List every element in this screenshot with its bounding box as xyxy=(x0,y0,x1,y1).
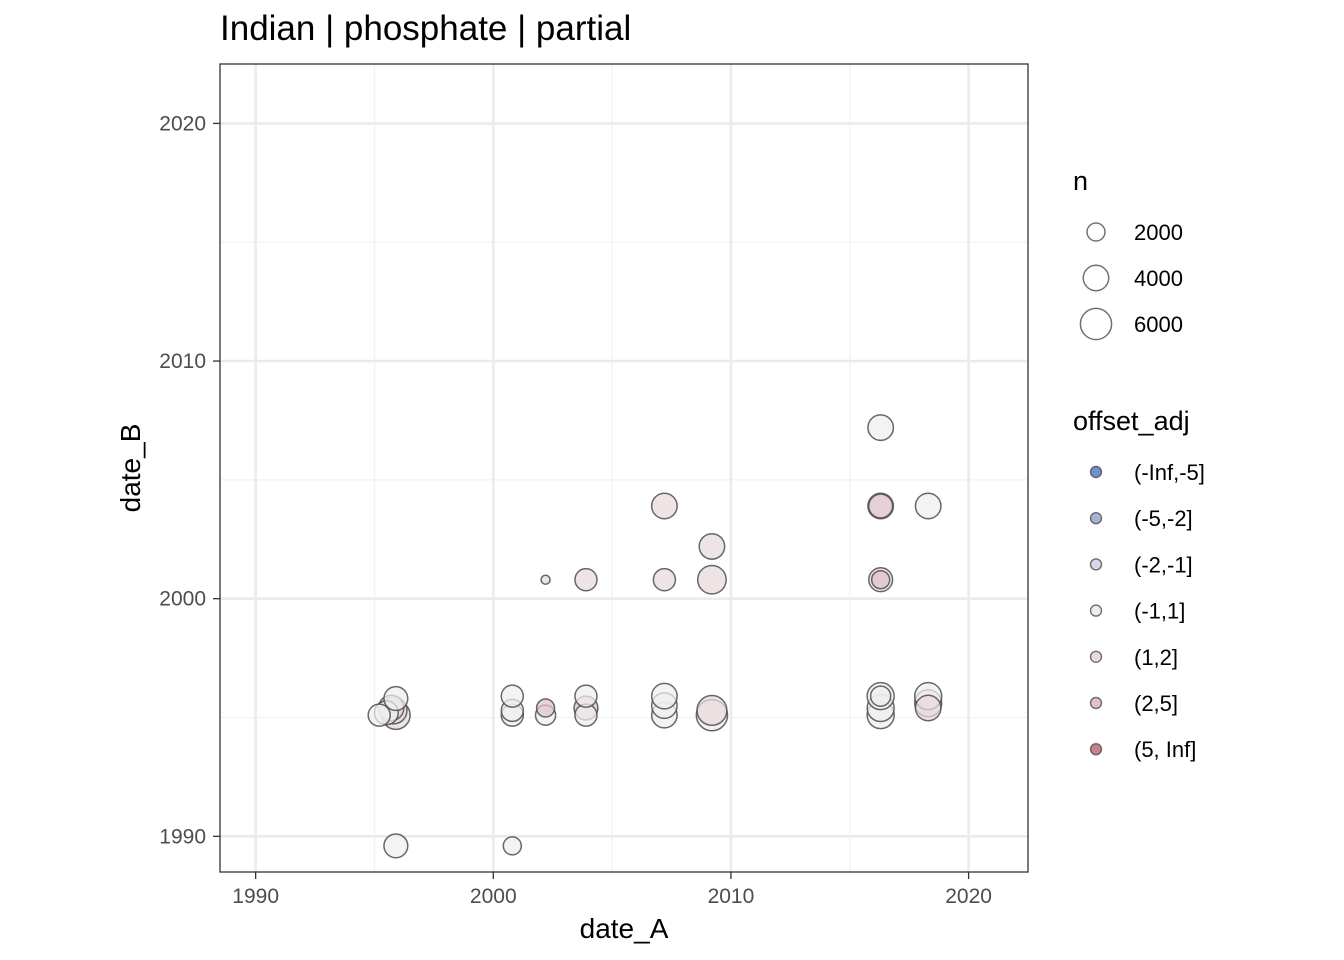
data-point xyxy=(867,414,895,442)
color-legend-key xyxy=(1089,512,1103,525)
color-legend-label: (-1,1] xyxy=(1134,599,1185,624)
data-point xyxy=(383,685,409,712)
data-point xyxy=(914,694,942,722)
x-axis-title: date_A xyxy=(580,913,669,944)
size-legend-title: n xyxy=(1073,166,1088,196)
data-point xyxy=(696,564,727,595)
data-point xyxy=(698,532,726,560)
size-legend-label: 6000 xyxy=(1134,312,1183,337)
data-point xyxy=(696,694,728,727)
color-legend-label: (2,5] xyxy=(1134,691,1178,716)
color-legend-key xyxy=(1089,696,1103,710)
color-legend: offset_adj (-Inf,-5] (-5,-2] (-2,-1] (-1,1]… xyxy=(1073,406,1205,762)
y-tick-label: 2010 xyxy=(159,350,206,373)
x-tick-label: 2020 xyxy=(945,885,992,908)
color-legend-key xyxy=(1089,743,1103,756)
size-legend-label: 2000 xyxy=(1134,220,1183,245)
data-point xyxy=(367,703,391,727)
color-legend-key xyxy=(1089,558,1103,571)
x-tick-label: 2000 xyxy=(470,885,517,908)
color-legend-title: offset_adj xyxy=(1073,406,1190,436)
data-point xyxy=(650,682,678,710)
size-legend-key xyxy=(1082,264,1110,292)
size-legend-key xyxy=(1079,307,1113,341)
color-legend-label: (-2,-1] xyxy=(1134,552,1193,577)
data-point xyxy=(535,698,556,718)
color-legend-label: (1,2] xyxy=(1134,645,1178,670)
major-gridlines xyxy=(220,64,1028,872)
y-axis-title: date_B xyxy=(115,424,146,513)
data-point xyxy=(870,569,891,590)
y-tick-label: 2000 xyxy=(159,588,206,611)
x-axis: 1990 2000 2010 2020 xyxy=(232,872,992,908)
x-tick-label: 1990 xyxy=(232,885,279,908)
data-point xyxy=(868,493,894,519)
size-legend-key xyxy=(1086,222,1106,242)
x-tick-label: 2010 xyxy=(708,885,755,908)
plot-panel-background xyxy=(220,64,1028,872)
data-point xyxy=(500,684,525,708)
color-legend-key xyxy=(1089,650,1103,663)
size-legend-label: 4000 xyxy=(1134,266,1183,291)
data-point xyxy=(914,492,942,520)
data-point xyxy=(869,685,892,707)
color-legend-key xyxy=(1089,604,1103,617)
data-points xyxy=(367,414,943,859)
plot-panel-border xyxy=(219,63,1029,873)
color-legend-key xyxy=(1089,465,1103,479)
y-axis: 1990 2000 2010 2020 xyxy=(159,112,220,848)
y-tick-label: 1990 xyxy=(159,825,206,848)
size-legend: n 2000 4000 6000 xyxy=(1073,166,1183,341)
chart-title: Indian | phosphate | partial xyxy=(220,9,631,48)
data-point xyxy=(652,567,677,592)
data-point xyxy=(574,567,598,592)
data-point xyxy=(383,833,409,859)
color-legend-label: (-Inf,-5] xyxy=(1134,460,1205,485)
y-tick-label: 2020 xyxy=(159,112,206,135)
minor-gridlines xyxy=(220,64,1028,872)
color-legend-label: (-5,-2] xyxy=(1134,506,1193,531)
color-legend-label: (5, Inf] xyxy=(1134,737,1196,762)
data-point xyxy=(650,492,678,520)
data-point xyxy=(540,574,551,585)
data-point xyxy=(502,836,523,856)
data-point xyxy=(574,684,598,708)
